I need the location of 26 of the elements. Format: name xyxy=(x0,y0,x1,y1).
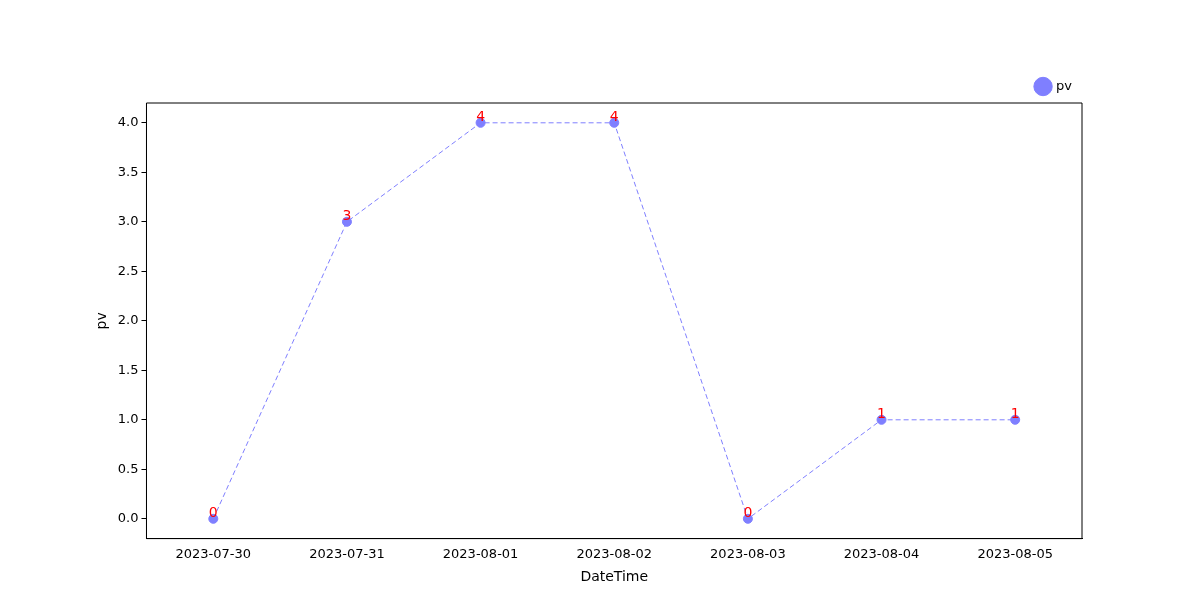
x-tick-label: 2023-07-31 xyxy=(309,545,385,561)
y-tick-label: 3.5 xyxy=(117,163,139,179)
x-axis-title: DateTime xyxy=(580,568,649,585)
y-tick-label: 4.0 xyxy=(117,114,139,130)
x-tick-label: 2023-08-04 xyxy=(843,545,920,561)
data-label: 4 xyxy=(476,108,486,125)
y-tick-label: 1.0 xyxy=(117,411,139,427)
data-label: 1 xyxy=(877,405,886,422)
y-tick-label: 2.0 xyxy=(117,312,139,328)
data-label: 0 xyxy=(743,504,753,521)
x-tick-label: 2023-07-30 xyxy=(175,545,252,561)
y-tick-label: 2.5 xyxy=(117,262,139,278)
x-tick-label: 2023-08-01 xyxy=(442,545,519,561)
x-tick-label: 2023-08-03 xyxy=(710,545,786,561)
y-tick-label: 0.5 xyxy=(117,460,139,476)
y-tick-label: 0.0 xyxy=(117,510,139,526)
y-tick-label: 3.0 xyxy=(117,213,139,229)
data-label: 0 xyxy=(208,504,218,521)
data-label: 1 xyxy=(1010,405,1020,422)
data-label: 4 xyxy=(609,108,619,125)
y-tick-label: 1.5 xyxy=(117,361,139,377)
data-label: 3 xyxy=(342,207,352,224)
x-tick-label: 2023-08-05 xyxy=(977,545,1053,561)
y-axis-title: pv xyxy=(93,312,110,330)
legend-label: pv xyxy=(1056,77,1073,93)
x-tick-label: 2023-08-02 xyxy=(576,545,653,561)
